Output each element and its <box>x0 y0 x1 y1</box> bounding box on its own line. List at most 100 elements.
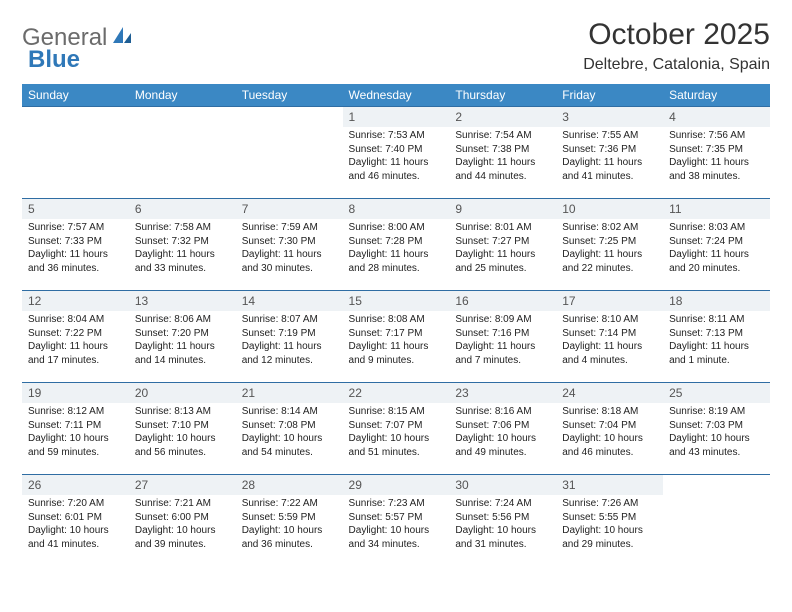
calendar-week-row: 1Sunrise: 7:53 AMSunset: 7:40 PMDaylight… <box>22 107 770 199</box>
sunset-text: Sunset: 7:11 PM <box>28 419 123 433</box>
calendar-cell: 16 Sunrise: 8:09 AMSunset: 7:16 PMDayligh… <box>449 291 556 383</box>
sunrise-text: Sunrise: 7:58 AM <box>135 221 230 235</box>
sunrise-text: Sunrise: 7:21 AM <box>135 497 230 511</box>
sunrise-text: Sunrise: 8:14 AM <box>242 405 337 419</box>
sunrise-text: Sunrise: 7:26 AM <box>562 497 657 511</box>
daylight-text: Daylight: 11 hours and 28 minutes. <box>349 248 444 275</box>
day-number: 23 <box>449 383 556 403</box>
sunset-text: Sunset: 6:01 PM <box>28 511 123 525</box>
sunrise-text: Sunrise: 7:54 AM <box>455 129 550 143</box>
sunset-text: Sunset: 7:33 PM <box>28 235 123 249</box>
day-number: 12 <box>22 291 129 311</box>
calendar-cell: 23Sunrise: 8:16 AMSunset: 7:06 PMDayligh… <box>449 383 556 475</box>
calendar-cell: 29Sunrise: 7:23 AMSunset: 5:57 PMDayligh… <box>343 475 450 567</box>
day-number: 17 <box>556 291 663 311</box>
day-number: 9 <box>449 199 556 219</box>
logo-blue-wrap: Blue <box>28 46 80 74</box>
day-number: 8 <box>343 199 450 219</box>
day-number: 30 <box>449 475 556 495</box>
daylight-text: Daylight: 11 hours and 46 minutes. <box>349 156 444 183</box>
sunrise-text: Sunrise: 8:02 AM <box>562 221 657 235</box>
day-number: 3 <box>556 107 663 127</box>
sunset-text: Sunset: 6:00 PM <box>135 511 230 525</box>
daylight-text: Daylight: 10 hours and 29 minutes. <box>562 524 657 551</box>
daylight-text: Daylight: 10 hours and 34 minutes. <box>349 524 444 551</box>
sunrise-text: Sunrise: 8:11 AM <box>669 313 764 327</box>
calendar-cell: 19Sunrise: 8:12 AMSunset: 7:11 PMDayligh… <box>22 383 129 475</box>
calendar-table: Sunday Monday Tuesday Wednesday Thursday… <box>22 84 770 567</box>
sunrise-text: Sunrise: 8:07 AM <box>242 313 337 327</box>
sunrise-text: Sunrise: 8:12 AM <box>28 405 123 419</box>
day-number: 15 <box>343 291 450 311</box>
daylight-text: Daylight: 11 hours and 38 minutes. <box>669 156 764 183</box>
logo-text-blue: Blue <box>28 46 80 73</box>
sunset-text: Sunset: 7:06 PM <box>455 419 550 433</box>
daylight-text: Daylight: 11 hours and 41 minutes. <box>562 156 657 183</box>
calendar-cell: 1Sunrise: 7:53 AMSunset: 7:40 PMDaylight… <box>343 107 450 199</box>
sunrise-text: Sunrise: 7:53 AM <box>349 129 444 143</box>
calendar-cell: 26Sunrise: 7:20 AMSunset: 6:01 PMDayligh… <box>22 475 129 567</box>
calendar-cell: 21Sunrise: 8:14 AMSunset: 7:08 PMDayligh… <box>236 383 343 475</box>
day-number: 6 <box>129 199 236 219</box>
sunrise-text: Sunrise: 7:24 AM <box>455 497 550 511</box>
day-header: Monday <box>129 84 236 107</box>
day-number: 21 <box>236 383 343 403</box>
calendar-cell: 18Sunrise: 8:11 AMSunset: 7:13 PMDayligh… <box>663 291 770 383</box>
sunrise-text: Sunrise: 7:20 AM <box>28 497 123 511</box>
sunset-text: Sunset: 7:03 PM <box>669 419 764 433</box>
calendar-cell: 25Sunrise: 8:19 AMSunset: 7:03 PMDayligh… <box>663 383 770 475</box>
sunset-text: Sunset: 7:27 PM <box>455 235 550 249</box>
sunset-text: Sunset: 7:35 PM <box>669 143 764 157</box>
sunrise-text: Sunrise: 8:06 AM <box>135 313 230 327</box>
sunset-text: Sunset: 5:55 PM <box>562 511 657 525</box>
sunrise-text: Sunrise: 8:10 AM <box>562 313 657 327</box>
calendar-week-row: 19Sunrise: 8:12 AMSunset: 7:11 PMDayligh… <box>22 383 770 475</box>
sunset-text: Sunset: 7:38 PM <box>455 143 550 157</box>
calendar-cell: 7Sunrise: 7:59 AMSunset: 7:30 PMDaylight… <box>236 199 343 291</box>
calendar-cell <box>22 107 129 199</box>
calendar-cell: 2Sunrise: 7:54 AMSunset: 7:38 PMDaylight… <box>449 107 556 199</box>
day-number: 16 <box>449 291 556 311</box>
calendar-week-row: 26Sunrise: 7:20 AMSunset: 6:01 PMDayligh… <box>22 475 770 567</box>
sunrise-text: Sunrise: 8:08 AM <box>349 313 444 327</box>
calendar-cell: 14Sunrise: 8:07 AMSunset: 7:19 PMDayligh… <box>236 291 343 383</box>
daylight-text: Daylight: 10 hours and 39 minutes. <box>135 524 230 551</box>
daylight-text: Daylight: 11 hours and 33 minutes. <box>135 248 230 275</box>
daylight-text: Daylight: 10 hours and 56 minutes. <box>135 432 230 459</box>
sunset-text: Sunset: 7:20 PM <box>135 327 230 341</box>
month-title: October 2025 <box>583 18 770 52</box>
calendar-cell: 10Sunrise: 8:02 AMSunset: 7:25 PMDayligh… <box>556 199 663 291</box>
daylight-text: Daylight: 11 hours and 7 minutes. <box>455 340 550 367</box>
daylight-text: Daylight: 11 hours and 30 minutes. <box>242 248 337 275</box>
day-number: 13 <box>129 291 236 311</box>
calendar-cell: 4Sunrise: 7:56 AMSunset: 7:35 PMDaylight… <box>663 107 770 199</box>
sunset-text: Sunset: 7:16 PM <box>455 327 550 341</box>
sunset-text: Sunset: 7:13 PM <box>669 327 764 341</box>
sunrise-text: Sunrise: 8:09 AM <box>455 313 550 327</box>
calendar-cell: 13Sunrise: 8:06 AMSunset: 7:20 PMDayligh… <box>129 291 236 383</box>
calendar-cell <box>129 107 236 199</box>
calendar-cell: 11Sunrise: 8:03 AMSunset: 7:24 PMDayligh… <box>663 199 770 291</box>
daylight-text: Daylight: 10 hours and 31 minutes. <box>455 524 550 551</box>
day-header: Sunday <box>22 84 129 107</box>
day-number: 25 <box>663 383 770 403</box>
daylight-text: Daylight: 11 hours and 36 minutes. <box>28 248 123 275</box>
day-number: 24 <box>556 383 663 403</box>
day-number: 7 <box>236 199 343 219</box>
sunrise-text: Sunrise: 7:23 AM <box>349 497 444 511</box>
daylight-text: Daylight: 10 hours and 49 minutes. <box>455 432 550 459</box>
sunrise-text: Sunrise: 8:00 AM <box>349 221 444 235</box>
calendar-cell: 31Sunrise: 7:26 AMSunset: 5:55 PMDayligh… <box>556 475 663 567</box>
sunset-text: Sunset: 7:08 PM <box>242 419 337 433</box>
sunset-text: Sunset: 5:56 PM <box>455 511 550 525</box>
sunset-text: Sunset: 7:04 PM <box>562 419 657 433</box>
day-number: 20 <box>129 383 236 403</box>
daylight-text: Daylight: 10 hours and 36 minutes. <box>242 524 337 551</box>
calendar-cell: 5Sunrise: 7:57 AMSunset: 7:33 PMDaylight… <box>22 199 129 291</box>
day-number: 14 <box>236 291 343 311</box>
day-number: 4 <box>663 107 770 127</box>
calendar-cell: 6Sunrise: 7:58 AMSunset: 7:32 PMDaylight… <box>129 199 236 291</box>
calendar-cell: 8Sunrise: 8:00 AMSunset: 7:28 PMDaylight… <box>343 199 450 291</box>
sunrise-text: Sunrise: 8:04 AM <box>28 313 123 327</box>
sunrise-text: Sunrise: 8:03 AM <box>669 221 764 235</box>
